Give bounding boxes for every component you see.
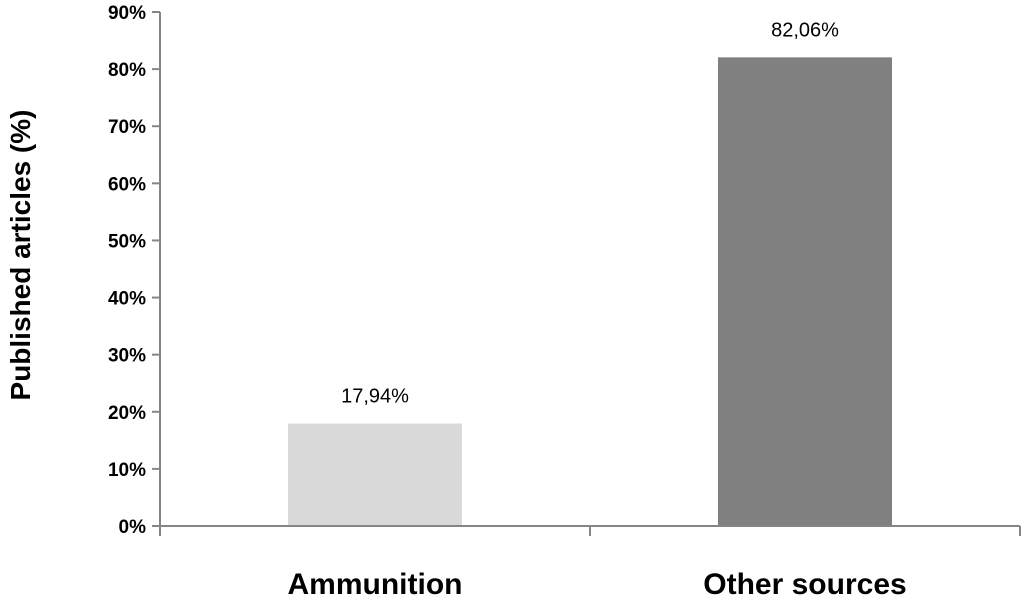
y-tick-label: 80%	[108, 60, 146, 81]
y-tick-label: 10%	[108, 460, 146, 481]
y-tick-label: 90%	[108, 3, 146, 24]
y-tick-label: 50%	[108, 231, 146, 252]
y-tick-label: 70%	[108, 117, 146, 138]
y-tick-label: 0%	[119, 517, 147, 538]
y-tick-label: 20%	[108, 403, 146, 424]
data-label: 17,94%	[341, 386, 409, 408]
y-tick-label: 30%	[108, 346, 146, 367]
data-label: 82,06%	[771, 19, 839, 41]
bar-other-sources	[718, 57, 892, 526]
bar-ammunition	[288, 423, 462, 526]
y-tick-label: 40%	[108, 289, 146, 310]
x-category-labels: Ammunition Other sources	[288, 568, 907, 600]
x-category-label: Other sources	[703, 568, 906, 600]
y-tick-label: 60%	[108, 174, 146, 195]
bars	[288, 57, 892, 526]
x-category-label: Ammunition	[288, 568, 463, 600]
data-labels: 17,94% 82,06%	[341, 19, 839, 407]
y-ticks: 0% 10% 20% 30% 40% 50% 60% 70% 80% 90%	[108, 3, 1021, 538]
y-axis-title: Published articles (%)	[5, 110, 36, 401]
